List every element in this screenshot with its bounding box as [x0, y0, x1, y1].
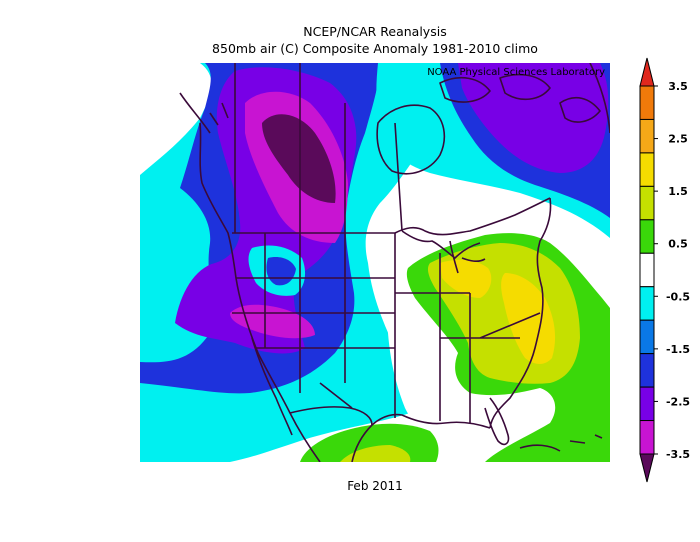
- anomaly-map: NOAA Physical Sciences Laboratory: [140, 63, 610, 462]
- colorbar-block: [639, 118, 655, 154]
- colorbar-block: [639, 353, 655, 388]
- colorbar-ticks: 3.5 2.5 1.5 0.5 -0.5 -1.5 -2.5 -3.5: [654, 80, 690, 461]
- colorbar-tick-label: -1.5: [666, 343, 690, 356]
- colorbar-tick-label: 1.5: [668, 185, 688, 198]
- colorbar-top-triangle: [639, 57, 655, 87]
- colorbar-block: [639, 286, 655, 321]
- colorbar-tick-label: 3.5: [668, 80, 688, 93]
- colorbar: 3.5 2.5 1.5 0.5 -0.5 -1.5 -2.5 -3.5: [630, 50, 700, 490]
- colorbar-tick-label: -2.5: [666, 395, 690, 408]
- contour-purple-northeast: [458, 63, 609, 173]
- colorbar-block: [639, 152, 655, 187]
- colorbar-bottom-triangle: [639, 453, 655, 483]
- colorbar-block: [639, 420, 655, 455]
- colorbar-tick-label: 0.5: [668, 238, 688, 251]
- colorbar-block: [639, 85, 655, 120]
- title-line-1: NCEP/NCAR Reanalysis: [303, 24, 447, 39]
- contour-yellowgreen-south: [340, 445, 411, 462]
- credit-label: NOAA Physical Sciences Laboratory: [427, 67, 605, 78]
- contour-yellow-east: [440, 259, 556, 364]
- title-line-2: 850mb air (C) Composite Anomaly 1981-201…: [212, 41, 538, 56]
- contour-dark-core: [262, 114, 336, 203]
- colorbar-svg: 3.5 2.5 1.5 0.5 -0.5 -1.5 -2.5 -3.5: [639, 57, 690, 483]
- anomaly-map-svg: NOAA Physical Sciences Laboratory: [140, 63, 610, 462]
- colorbar-block: [639, 386, 655, 422]
- colorbar-block: [639, 252, 655, 288]
- colorbar-tick-label: -0.5: [666, 290, 690, 303]
- political-boundaries: [179, 63, 610, 462]
- colorbar-block: [639, 219, 655, 254]
- colorbar-tick-label: 2.5: [668, 133, 688, 146]
- colorbar-block: [639, 185, 655, 221]
- colorbar-block: [639, 319, 655, 355]
- colorbar-blocks: [639, 57, 655, 483]
- colorbar-tick-label: -3.5: [666, 448, 690, 461]
- date-label: Feb 2011: [347, 479, 403, 493]
